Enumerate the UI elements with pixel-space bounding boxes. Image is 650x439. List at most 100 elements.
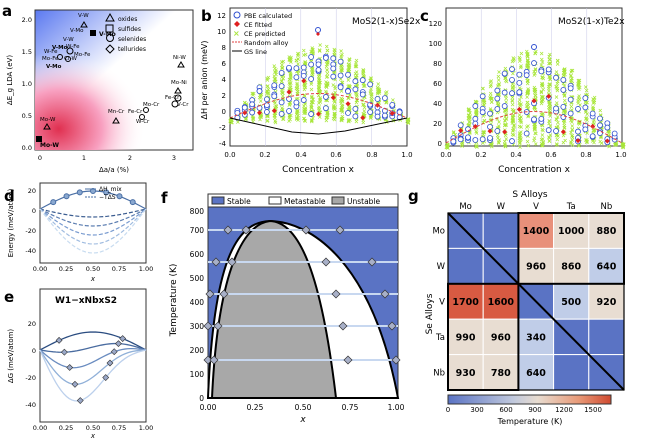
cell-value: 780 bbox=[491, 368, 511, 379]
x-tick: 0.00 bbox=[33, 424, 47, 432]
y-tick: 300 bbox=[190, 322, 205, 331]
ce-predicted-mark: × bbox=[569, 133, 574, 140]
ce-predicted-mark: × bbox=[532, 123, 537, 130]
pbe-point bbox=[501, 70, 508, 77]
pbe-point bbox=[300, 72, 307, 79]
ce-predicted-mark: × bbox=[548, 60, 553, 67]
ce-predicted-mark: × bbox=[295, 110, 300, 117]
ce-predicted-mark: × bbox=[288, 72, 293, 79]
ce-predicted-mark: × bbox=[316, 106, 321, 113]
pbe-point bbox=[545, 127, 552, 134]
ce-predicted-mark: × bbox=[563, 107, 568, 114]
ce-predicted-mark: × bbox=[510, 101, 515, 108]
free-energy-curves bbox=[39, 331, 147, 404]
pbe-point bbox=[582, 104, 589, 111]
panel-c: c ××××××××××××××××××××××××××××××××××××××… bbox=[420, 7, 627, 175]
ce-predicted-mark: × bbox=[229, 117, 234, 124]
ce-predicted-mark: × bbox=[503, 93, 508, 100]
ce-predicted-mark: × bbox=[562, 72, 567, 79]
point-label: W-Fe bbox=[44, 49, 58, 55]
ce-predicted-mark: × bbox=[510, 107, 515, 114]
ce-predicted-mark: × bbox=[583, 108, 588, 115]
ce-predicted-mark: × bbox=[533, 126, 538, 133]
ce-predicted-mark: × bbox=[301, 108, 306, 115]
ce-predicted-mark: × bbox=[288, 72, 293, 79]
ce-predicted-mark: × bbox=[317, 90, 322, 97]
ce-predicted-mark: × bbox=[568, 130, 573, 137]
ce-fitted-point bbox=[316, 32, 320, 36]
pbe-point bbox=[367, 81, 374, 88]
pbe-point bbox=[308, 61, 315, 68]
ce-predicted-mark: × bbox=[323, 97, 328, 104]
ce-predicted-mark: × bbox=[340, 116, 345, 123]
ce-predicted-mark: × bbox=[309, 87, 314, 94]
data-labels: V-W V-Mo V-W W-Fe V-Mo V-Mo Mo-Fe Mo-Fe … bbox=[36, 13, 189, 149]
ce-predicted-mark: × bbox=[496, 77, 501, 84]
ce-predicted-mark: × bbox=[309, 104, 314, 111]
ce-predicted-mark: × bbox=[533, 86, 538, 93]
heatmap-cell bbox=[588, 212, 625, 249]
ce-predicted-mark: × bbox=[510, 84, 515, 91]
ce-predicted-mark: × bbox=[310, 68, 315, 75]
pbe-point bbox=[330, 55, 337, 62]
ce-predicted-mark: × bbox=[362, 108, 367, 115]
ce-predicted-mark: × bbox=[338, 62, 343, 69]
ce-predicted-mark: × bbox=[569, 117, 574, 124]
ce-predicted-mark: × bbox=[369, 112, 374, 119]
ce-fitted-point bbox=[546, 93, 552, 99]
ce-predicted-mark: × bbox=[324, 82, 329, 89]
block-border bbox=[517, 212, 626, 285]
y-tick: 6 bbox=[222, 60, 227, 68]
ce-predicted-mark: × bbox=[540, 74, 545, 81]
ce-predicted-mark: × bbox=[554, 117, 559, 124]
colorbar-tick: 900 bbox=[528, 406, 541, 414]
ce-predicted-mark: × bbox=[539, 140, 544, 147]
point-label: Mn-Cr bbox=[108, 109, 125, 115]
ce-predicted-mark: × bbox=[325, 80, 330, 87]
ce-predicted-mark: × bbox=[347, 83, 352, 90]
ce-predicted-mark: × bbox=[621, 142, 626, 149]
ce-predicted-mark: × bbox=[517, 102, 522, 109]
ce-predicted-mark: × bbox=[318, 89, 323, 96]
ce-predicted-mark: × bbox=[539, 97, 544, 104]
ce-predicted-mark: × bbox=[347, 105, 352, 112]
x-tick: 0.4 bbox=[510, 151, 522, 159]
ce-predicted-mark: × bbox=[482, 97, 487, 104]
y-axis-label: Energy (meV/atom) bbox=[7, 188, 15, 257]
heatmap-cell bbox=[588, 318, 625, 356]
cross-icon: × bbox=[233, 29, 240, 38]
ce-predicted-mark: × bbox=[497, 81, 502, 88]
panel-f: f Stable Metastable Unstable 0 100 200 3… bbox=[161, 189, 405, 425]
ce-predicted-mark: × bbox=[539, 57, 544, 64]
ce-predicted-mark: × bbox=[474, 144, 479, 151]
pbe-point bbox=[509, 90, 515, 97]
ce-predicted-mark: × bbox=[346, 61, 351, 68]
ce-predicted-mark: × bbox=[503, 74, 508, 81]
ce-predicted-mark: × bbox=[466, 107, 471, 114]
ce-predicted-mark: × bbox=[340, 98, 345, 105]
ce-predicted-mark: × bbox=[554, 100, 559, 107]
ce-predicted-mark: × bbox=[496, 73, 501, 80]
ce-predicted-mark: × bbox=[265, 117, 270, 124]
pbe-point bbox=[293, 65, 300, 72]
ce-predicted-mark: × bbox=[369, 75, 374, 82]
ce-predicted-mark: × bbox=[554, 132, 559, 139]
ce-predicted-mark: × bbox=[541, 97, 546, 104]
ce-predicted-mark: × bbox=[540, 99, 545, 106]
ce-predicted-mark: × bbox=[473, 143, 478, 150]
x-tick: 0.8 bbox=[580, 151, 591, 159]
ce-predicted-mark: × bbox=[383, 117, 388, 124]
ce-predicted-mark: × bbox=[309, 99, 314, 106]
ce-predicted-mark: × bbox=[288, 80, 293, 87]
ce-predicted-mark: × bbox=[273, 110, 278, 117]
pbe-point bbox=[330, 73, 337, 80]
pbe-point bbox=[278, 99, 285, 106]
ce-predicted-mark: × bbox=[525, 90, 530, 97]
ce-predicted-mark: × bbox=[576, 108, 581, 115]
ce-predicted-mark: × bbox=[525, 133, 530, 140]
ce-predicted-mark: × bbox=[568, 77, 573, 84]
ce-predicted-mark: × bbox=[309, 100, 314, 107]
ce-predicted-mark: × bbox=[301, 52, 306, 59]
ce-predicted-mark: × bbox=[324, 83, 329, 90]
pbe-point bbox=[249, 101, 256, 108]
